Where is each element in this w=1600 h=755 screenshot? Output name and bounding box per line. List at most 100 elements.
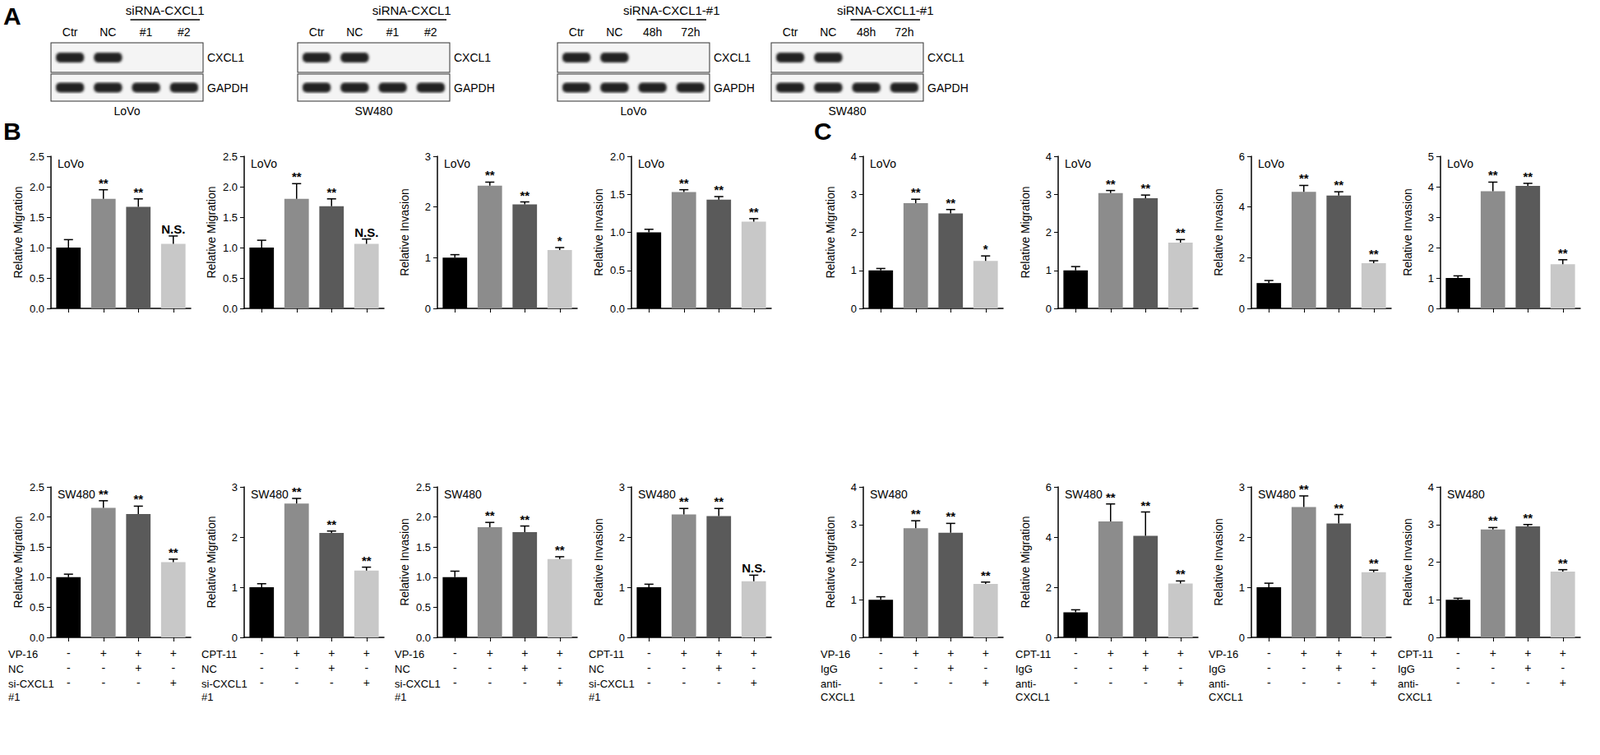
svg-text:0.5: 0.5 <box>29 272 45 285</box>
svg-text:si-CXCL1: si-CXCL1 <box>8 677 55 690</box>
svg-text:1: 1 <box>231 581 238 594</box>
svg-text:4: 4 <box>850 150 857 163</box>
svg-text:GAPDH: GAPDH <box>453 81 495 95</box>
svg-text:**: ** <box>1333 177 1344 192</box>
svg-text:+: + <box>1142 661 1149 675</box>
svg-text:+: + <box>134 661 142 675</box>
svg-text:SW480: SW480 <box>443 487 482 501</box>
svg-text:NC: NC <box>819 25 837 39</box>
svg-text:Relative Migration: Relative Migration <box>823 515 837 608</box>
svg-text:4: 4 <box>1428 180 1434 194</box>
svg-text:1.5: 1.5 <box>222 211 238 224</box>
svg-text:+: + <box>1559 646 1567 660</box>
svg-text:anti-: anti- <box>1397 677 1419 690</box>
svg-text:3: 3 <box>850 517 857 531</box>
svg-text:**: ** <box>1488 167 1499 182</box>
svg-text:0.0: 0.0 <box>29 631 45 644</box>
svg-text:+: + <box>363 646 370 660</box>
svg-text:**: ** <box>1175 566 1186 581</box>
svg-text:0.5: 0.5 <box>222 272 238 285</box>
svg-text:Relative Migration: Relative Migration <box>1018 185 1032 278</box>
svg-text:Relative Invasion: Relative Invasion <box>1211 517 1226 606</box>
svg-text:-: - <box>171 661 176 675</box>
svg-text:**: ** <box>1140 498 1151 513</box>
svg-text:+: + <box>170 646 177 660</box>
svg-text:+: + <box>947 661 954 675</box>
svg-text:Ctr: Ctr <box>782 25 799 39</box>
svg-text:2: 2 <box>1045 226 1052 239</box>
svg-text:-: - <box>101 661 106 675</box>
svg-text:**: ** <box>291 169 302 184</box>
svg-text:Ctr: Ctr <box>309 25 325 39</box>
svg-text:**: ** <box>291 484 302 499</box>
svg-text:**: ** <box>1140 180 1151 195</box>
svg-text:+: + <box>170 675 177 690</box>
svg-text:0: 0 <box>619 631 625 644</box>
svg-text:anti-: anti- <box>1015 677 1036 690</box>
svg-text:Relative Migration: Relative Migration <box>1018 515 1032 608</box>
svg-text:-: - <box>647 661 652 675</box>
svg-text:-: - <box>1560 661 1565 675</box>
svg-text:LoVo: LoVo <box>869 157 897 171</box>
svg-text:-: - <box>1073 661 1078 675</box>
svg-text:1: 1 <box>850 263 857 277</box>
svg-text:+: + <box>947 646 954 660</box>
svg-text:-: - <box>1490 661 1495 675</box>
svg-text:-: - <box>1143 675 1148 690</box>
svg-text:0.0: 0.0 <box>610 302 625 315</box>
svg-text:+: + <box>134 646 142 660</box>
svg-text:0: 0 <box>1239 631 1245 644</box>
svg-text:-: - <box>1108 661 1113 675</box>
svg-text:si-CXCL1: si-CXCL1 <box>201 677 248 690</box>
svg-text:CPT-11: CPT-11 <box>588 647 625 661</box>
svg-text:+: + <box>750 646 758 660</box>
svg-text:**: ** <box>749 204 759 219</box>
svg-text:+: + <box>715 661 722 675</box>
svg-text:3: 3 <box>1428 211 1434 224</box>
svg-text:**: ** <box>133 184 144 199</box>
svg-text:Relative Migration: Relative Migration <box>204 515 218 608</box>
svg-text:IgG: IgG <box>1397 662 1416 676</box>
svg-text:#1: #1 <box>201 690 213 703</box>
svg-text:4: 4 <box>1428 480 1434 494</box>
svg-text:SW480: SW480 <box>57 487 96 501</box>
svg-text:2: 2 <box>850 555 857 569</box>
svg-text:+: + <box>328 646 335 660</box>
svg-text:-: - <box>259 661 264 675</box>
svg-text:0: 0 <box>231 631 238 644</box>
svg-text:+: + <box>1524 661 1531 675</box>
svg-text:4: 4 <box>1239 200 1245 213</box>
svg-text:2.0: 2.0 <box>29 510 45 523</box>
svg-text:3: 3 <box>619 480 625 494</box>
svg-text:**: ** <box>1368 555 1379 570</box>
svg-text:**: ** <box>554 542 565 557</box>
svg-text:3: 3 <box>1239 480 1245 494</box>
svg-text:#2: #2 <box>177 25 191 39</box>
svg-text:CXCL1: CXCL1 <box>927 50 965 65</box>
svg-text:+: + <box>1335 661 1342 675</box>
svg-text:2.0: 2.0 <box>610 150 625 163</box>
svg-text:CXCL1: CXCL1 <box>1397 690 1433 703</box>
svg-text:0.0: 0.0 <box>416 631 431 644</box>
svg-text:0.5: 0.5 <box>29 601 45 614</box>
svg-text:**: ** <box>1522 510 1533 525</box>
svg-text:1.0: 1.0 <box>416 570 431 583</box>
svg-text:2.5: 2.5 <box>416 480 431 494</box>
svg-text:-: - <box>1267 675 1272 690</box>
svg-text:+: + <box>1142 646 1149 660</box>
svg-text:0: 0 <box>1428 302 1434 315</box>
svg-text:Relative Migration: Relative Migration <box>11 185 25 278</box>
svg-text:**: ** <box>1522 169 1533 184</box>
svg-text:-: - <box>101 675 106 690</box>
svg-text:LoVo: LoVo <box>1064 157 1092 171</box>
svg-text:NC: NC <box>605 25 623 39</box>
svg-text:-: - <box>1178 661 1183 675</box>
svg-text:NC: NC <box>394 662 411 676</box>
svg-text:2: 2 <box>619 531 625 544</box>
svg-text:**: ** <box>485 167 495 182</box>
svg-text:+: + <box>912 646 920 660</box>
svg-text:3: 3 <box>850 188 857 201</box>
svg-text:+: + <box>1370 675 1378 690</box>
svg-text:**: ** <box>713 182 724 197</box>
svg-text:C: C <box>813 117 833 145</box>
